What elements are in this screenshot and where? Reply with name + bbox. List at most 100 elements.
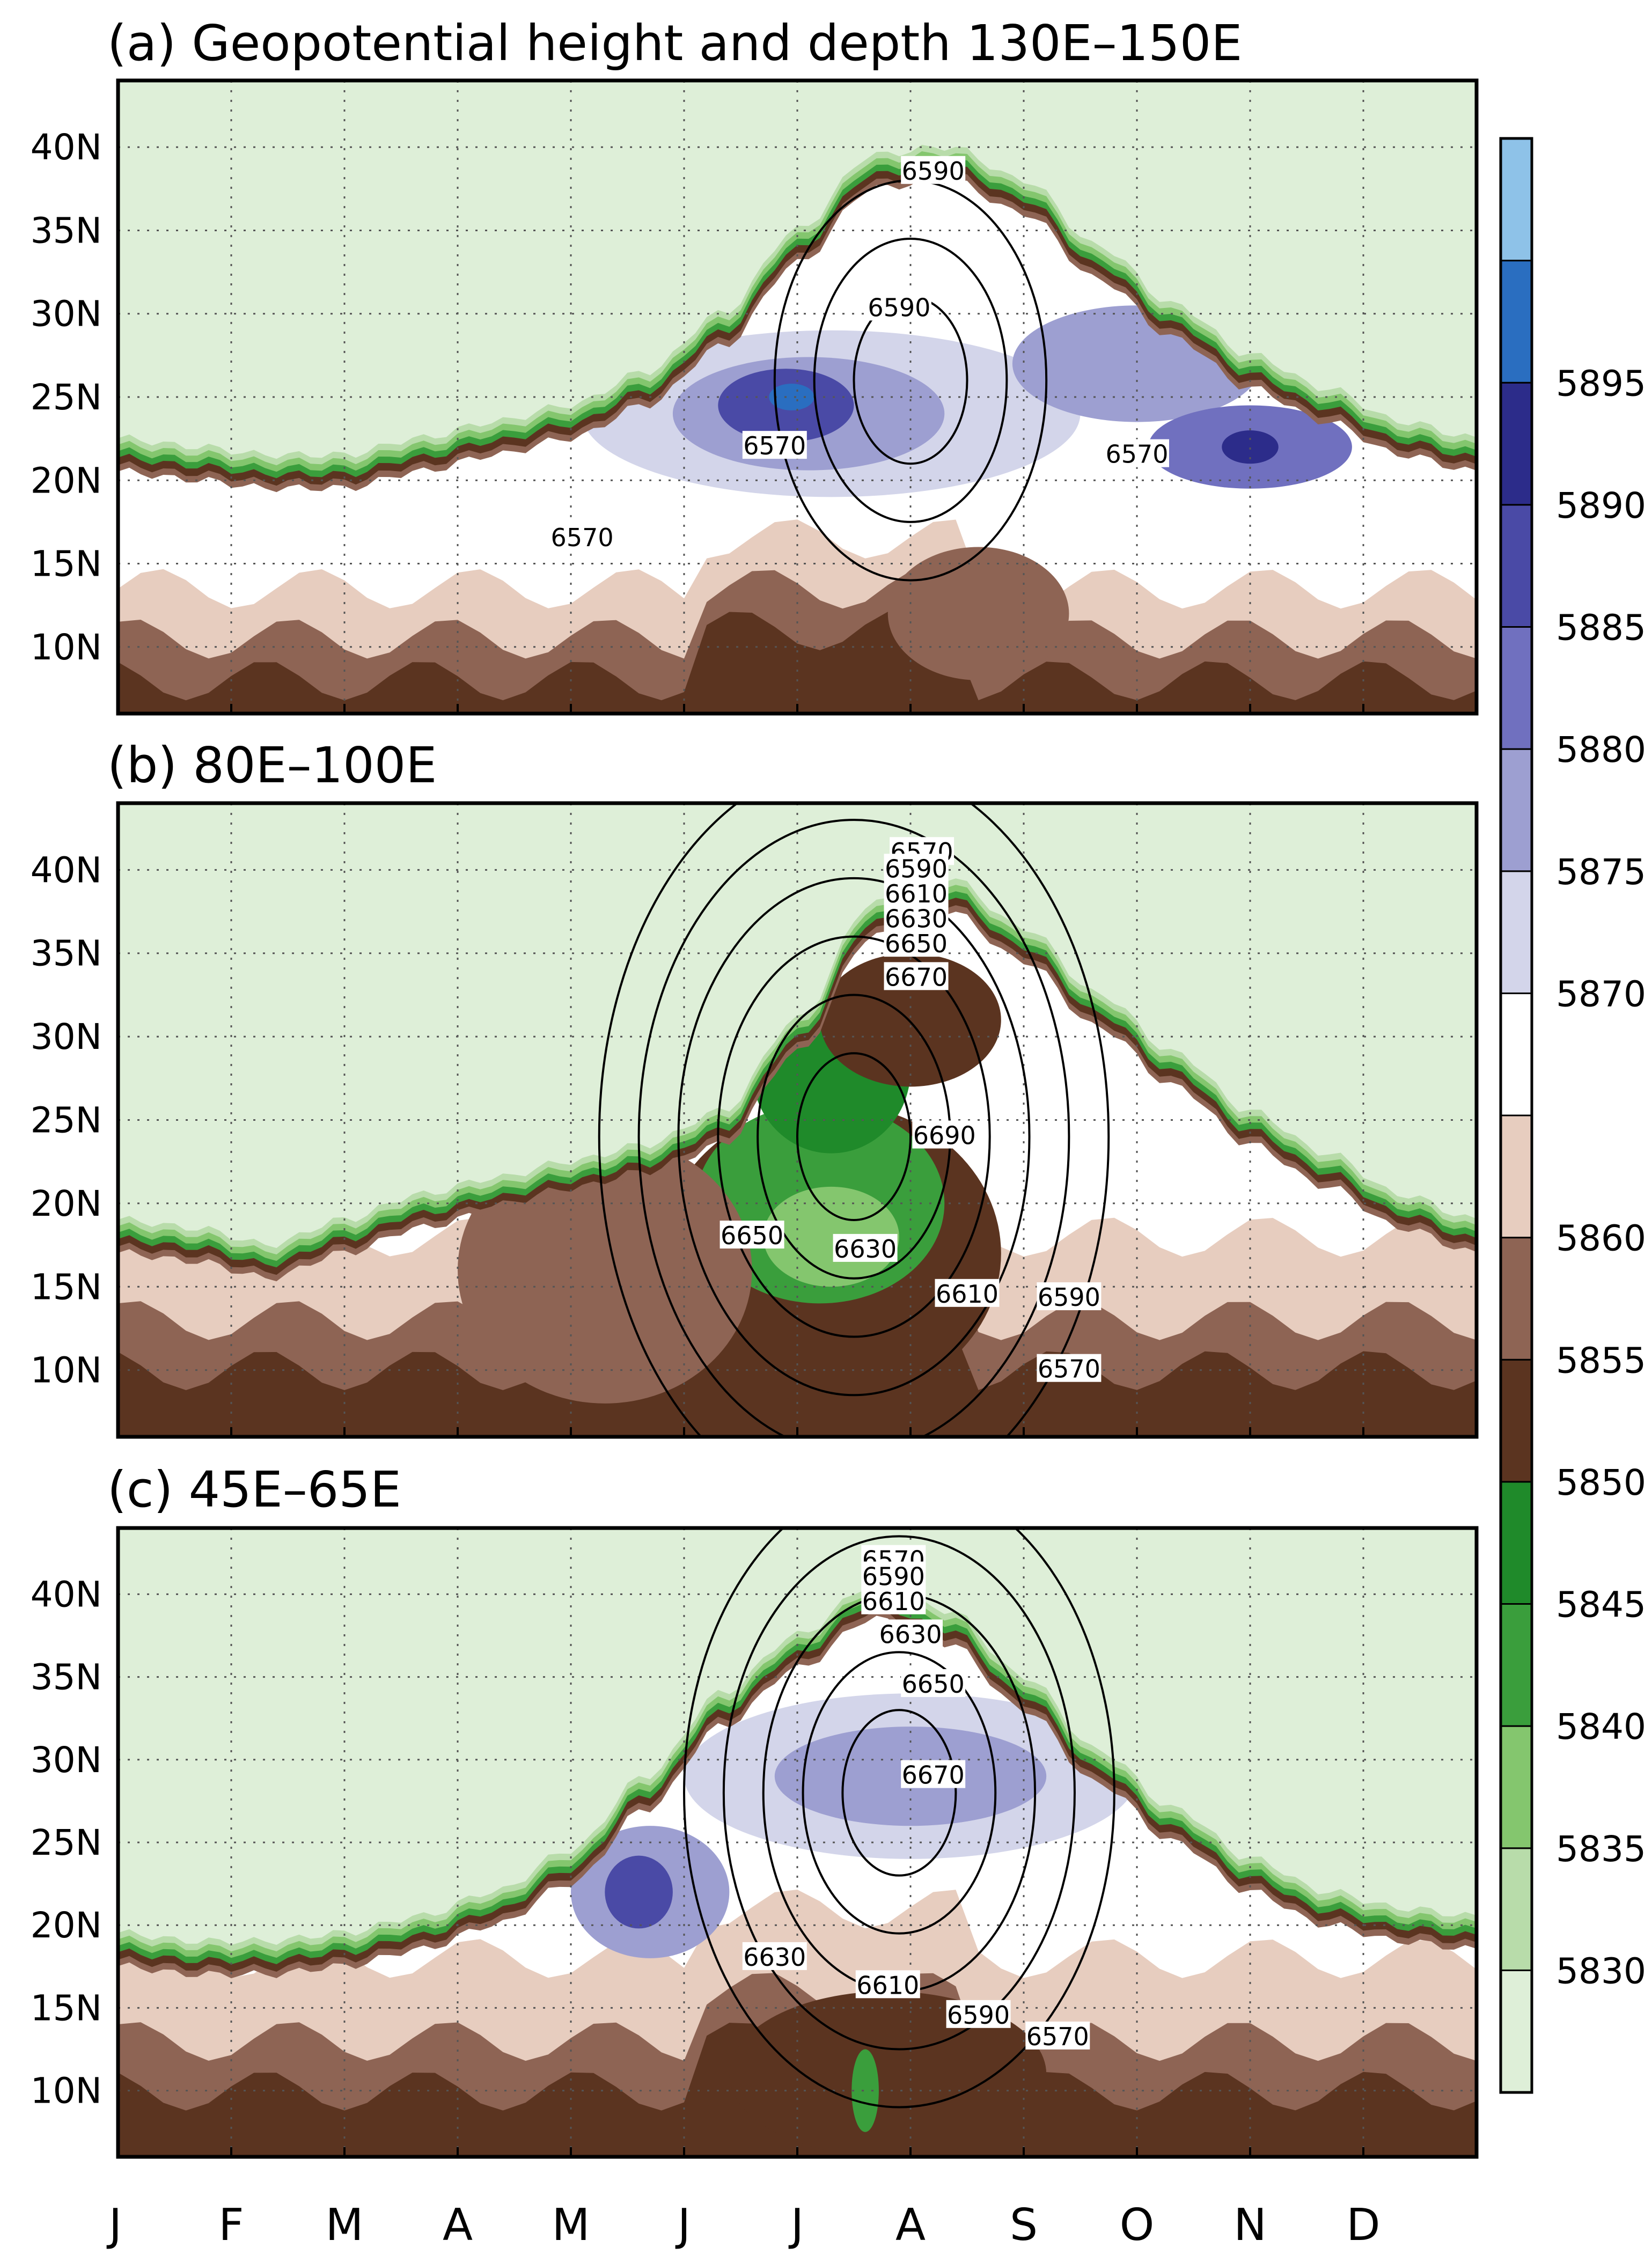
contour-label: 6590 xyxy=(885,854,948,883)
x-tick-label: J xyxy=(788,2200,804,2251)
contour-label: 6590 xyxy=(947,2001,1010,2030)
contour-label: 6590 xyxy=(868,293,930,322)
y-tick-label: 40N xyxy=(31,127,102,168)
shaded-field xyxy=(118,1528,1477,2157)
y-tick-label: 15N xyxy=(31,1266,102,1308)
colorbar-swatch xyxy=(1500,870,1533,994)
contour-label: 6610 xyxy=(856,1971,919,2000)
colorbar-label: 5885 xyxy=(1556,607,1646,649)
shaded-field xyxy=(118,803,1477,1437)
contour-line xyxy=(677,877,1031,1397)
contour-label: 6570 xyxy=(1105,440,1168,469)
colorbar-label: 5890 xyxy=(1556,485,1646,526)
contour-label: 6650 xyxy=(885,929,948,958)
contour-line xyxy=(717,935,991,1338)
contour-label-bg xyxy=(901,156,966,184)
contour-label-bg xyxy=(1037,1354,1102,1382)
low-latitude-band xyxy=(118,612,1477,714)
contour-label-bg xyxy=(912,1120,977,1149)
contour-label: 6570 xyxy=(1026,2022,1089,2051)
contour-label-bg xyxy=(833,1233,898,1262)
panel-a-title: (a) Geopotential height and depth 130E–1… xyxy=(107,14,1242,72)
y-tick-label: 35N xyxy=(31,210,102,251)
shaded-field xyxy=(118,80,1477,714)
colorbar-swatch xyxy=(1500,1969,1533,2094)
contour-label: 6630 xyxy=(834,1235,897,1264)
colorbar-swatch xyxy=(1500,1847,1533,1971)
contour-label-bg xyxy=(884,878,949,907)
boundary-band xyxy=(118,80,1477,459)
contour-label: 6610 xyxy=(862,1587,925,1616)
colorbar-swatch xyxy=(1500,1114,1533,1239)
contour-line xyxy=(802,1651,997,1935)
y-tick-label: 30N xyxy=(31,293,102,335)
contour-label-bg xyxy=(861,1561,926,1590)
contour-label: 6570 xyxy=(551,523,614,552)
colorbar-swatch xyxy=(1500,1481,1533,1605)
contour-line xyxy=(637,819,1070,1437)
y-tick-label: 35N xyxy=(31,1657,102,1698)
x-tick-label: S xyxy=(1010,2200,1038,2251)
x-tick-label: J xyxy=(675,2200,691,2251)
contour-label-bg xyxy=(861,1586,926,1614)
y-tick-label: 20N xyxy=(31,460,102,501)
colorbar-swatch xyxy=(1500,381,1533,506)
contour-label: 6630 xyxy=(885,905,948,934)
boundary-band xyxy=(118,1528,1477,1945)
y-tick-label: 10N xyxy=(31,627,102,668)
panel-b-title: (b) 80E–100E xyxy=(107,737,437,794)
x-tick-label: J xyxy=(106,2200,122,2251)
panel-c-title: (c) 45E–65E xyxy=(107,1461,401,1518)
anticyclone-shading xyxy=(769,384,814,410)
x-tick-label: O xyxy=(1120,2200,1155,2251)
contour-label-bg xyxy=(742,431,807,459)
contour-label: 6570 xyxy=(1038,1355,1100,1384)
colorbar-swatch xyxy=(1500,626,1533,750)
y-tick-label: 25N xyxy=(31,1822,102,1863)
colorbar-swatch xyxy=(1500,1725,1533,1849)
y-tick-label: 40N xyxy=(31,1574,102,1615)
contour-label: 6590 xyxy=(902,157,965,186)
contour-label-bg xyxy=(719,1221,784,1249)
colorbar-label: 5840 xyxy=(1556,1706,1646,1747)
colorbar-label: 5860 xyxy=(1556,1218,1646,1259)
y-tick-label: 30N xyxy=(31,1739,102,1781)
colorbar-swatch xyxy=(1500,1237,1533,1361)
y-tick-label: 25N xyxy=(31,1100,102,1141)
x-tick-label: A xyxy=(895,2200,926,2251)
contour-label: 6690 xyxy=(913,1121,976,1150)
contour-label-bg xyxy=(550,522,615,550)
colorbar-label: 5835 xyxy=(1556,1828,1646,1870)
contour-line xyxy=(796,1052,912,1221)
contour-label: 6590 xyxy=(862,1562,925,1591)
x-tick-label: N xyxy=(1234,2200,1266,2251)
y-tick-label: 25N xyxy=(31,377,102,418)
colorbar-swatch xyxy=(1500,137,1533,262)
contour-label-bg xyxy=(884,854,949,882)
contour-label-bg xyxy=(878,1619,943,1648)
contour-label-bg xyxy=(884,904,949,932)
colorbar-swatch xyxy=(1500,748,1533,872)
contour-line xyxy=(598,803,1110,1437)
contour-label: 6630 xyxy=(879,1620,942,1649)
contour-label: 6610 xyxy=(936,1280,998,1309)
contour-label: 6670 xyxy=(885,963,948,991)
y-tick-label: 15N xyxy=(31,1987,102,2029)
boundary-band xyxy=(118,803,1477,1248)
contour-label: 6650 xyxy=(721,1221,783,1250)
y-tick-label: 40N xyxy=(31,849,102,891)
contour-label-bg xyxy=(935,1279,1000,1307)
anticyclone-shading xyxy=(605,1855,673,1929)
contour-label-bg xyxy=(884,929,949,957)
trough-shading xyxy=(851,2049,879,2132)
panel-a: 6590 6590 6570 6570 6570 10N 15N 20N 25N 30N 35N 40… xyxy=(31,78,1479,716)
contour-label-bg xyxy=(946,2000,1011,2028)
contour-label-bg xyxy=(1025,2021,1090,2050)
contour-label-bg xyxy=(901,1669,966,1697)
x-tick-label: F xyxy=(218,2200,244,2251)
contour-line xyxy=(683,1528,1115,2109)
contour-label-bg xyxy=(867,292,931,321)
x-tick-label: M xyxy=(326,2200,364,2251)
colorbar-swatch xyxy=(1500,992,1533,1117)
